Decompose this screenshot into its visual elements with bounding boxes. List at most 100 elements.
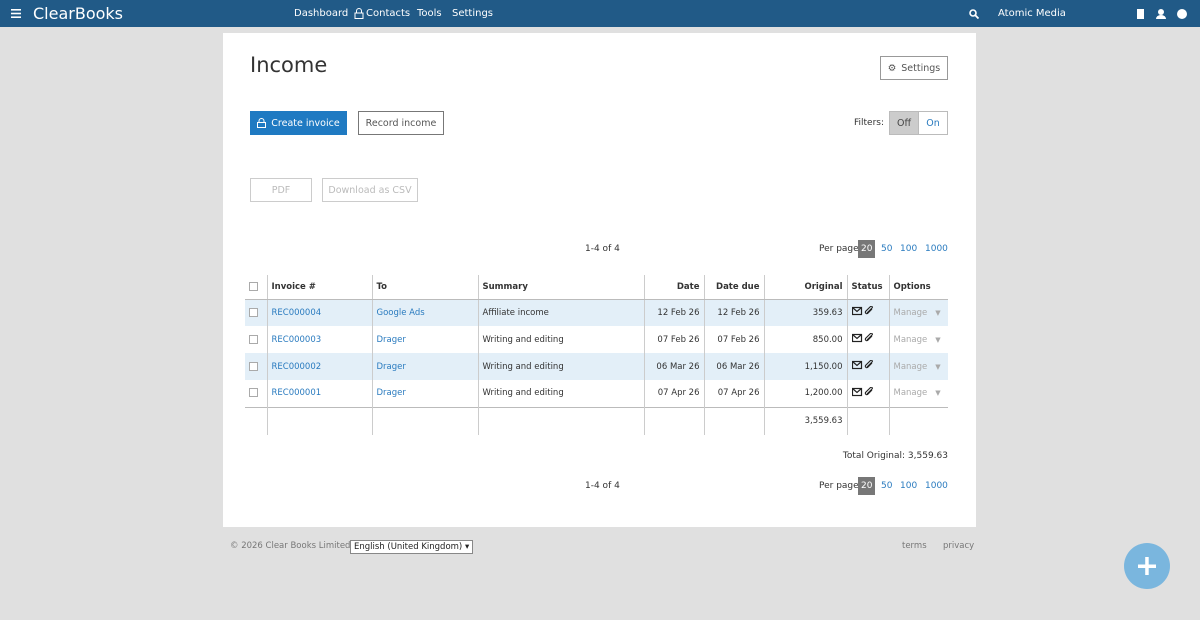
- per-page-option[interactable]: 20: [858, 477, 876, 495]
- cell-text: Writing and editing: [482, 388, 564, 399]
- cell-text: Writing and editing: [482, 361, 564, 372]
- manage-dropdown[interactable]: Manage: [893, 361, 928, 372]
- checkbox[interactable]: [249, 334, 258, 344]
- cell: REC000003: [266, 326, 372, 353]
- contact-link[interactable]: Drager: [376, 334, 406, 345]
- checkbox[interactable]: [249, 307, 258, 317]
- checkbox[interactable]: [249, 281, 258, 291]
- language-select[interactable]: English (United Kingdom) ▾: [350, 540, 474, 554]
- cell: Drager: [371, 380, 478, 407]
- manage-dropdown[interactable]: Manage: [893, 307, 928, 318]
- status-icons: [851, 332, 873, 343]
- cell: 1,200.00: [763, 380, 847, 407]
- nav-link[interactable]: Settings: [452, 8, 494, 19]
- cell: 359.63: [763, 299, 847, 326]
- manage-dropdown[interactable]: Manage: [893, 388, 928, 399]
- per-page-option[interactable]: 100: [900, 244, 918, 254]
- cell: [266, 406, 372, 435]
- total-label: Total Original: 3,559.63: [842, 451, 948, 461]
- cell-text: 07 Apr 26: [657, 388, 700, 399]
- status-cell: [846, 380, 889, 407]
- cell: 07 Feb 26: [703, 326, 764, 353]
- menu-icon[interactable]: [11, 9, 21, 18]
- filter-off[interactable]: Off: [889, 111, 919, 135]
- cell-text: 850.00: [812, 334, 843, 345]
- cell-text: 06 Mar 26: [716, 361, 760, 372]
- header-cell: Invoice #: [266, 275, 372, 300]
- nav-link[interactable]: Dashboard: [294, 8, 349, 19]
- cell: [245, 406, 267, 435]
- cell-text: 12 Feb 26: [717, 307, 760, 318]
- per-page-option[interactable]: 20: [858, 240, 876, 258]
- footer-link[interactable]: privacy: [943, 541, 975, 551]
- total-row: 3,559.63: [245, 406, 948, 435]
- pagination: 1-4 of 4 Per page: 20 50 100 1000: [223, 477, 976, 495]
- status-cell: [846, 299, 889, 326]
- top-bar: ClearBooks Dashboard Contacts Tools Sett…: [0, 0, 1200, 27]
- page-range: 1-4 of 4: [585, 481, 620, 491]
- csv-button[interactable]: Download as CSV: [322, 178, 418, 202]
- cell: 12 Feb 26: [643, 299, 704, 326]
- income-table: Invoice # To Summary Date Date due Original St…: [245, 275, 948, 435]
- cell-text: 1,150.00: [804, 361, 843, 372]
- status-icons: [851, 359, 873, 370]
- button-label: Record income: [365, 117, 437, 129]
- search-icon[interactable]: [969, 9, 979, 19]
- brand[interactable]: ClearBooks: [33, 4, 123, 23]
- contact-link[interactable]: Google Ads: [376, 307, 425, 318]
- company-name[interactable]: Atomic Media: [998, 8, 1066, 19]
- dropdown-caret: ▼: [935, 335, 941, 344]
- cell: 12 Feb 26: [703, 299, 764, 326]
- button-label: Create invoice: [271, 117, 340, 129]
- cell-text: 12 Feb 26: [657, 307, 700, 318]
- checkbox[interactable]: [249, 361, 258, 371]
- footer-link[interactable]: terms: [902, 541, 927, 551]
- user-icons[interactable]: [1136, 9, 1196, 19]
- cell: Drager: [371, 353, 478, 380]
- contact-link[interactable]: Drager: [376, 388, 406, 399]
- nav-link[interactable]: Tools: [417, 8, 442, 19]
- lock-icon: [354, 8, 364, 19]
- cell: Writing and editing: [477, 380, 644, 407]
- filters-label: Filters:: [854, 118, 885, 128]
- header-cell: Summary: [477, 275, 644, 300]
- pdf-button[interactable]: PDF: [250, 178, 312, 202]
- per-page-option[interactable]: 50: [881, 244, 893, 254]
- header-cell: [245, 275, 267, 300]
- cell: [245, 326, 267, 353]
- checkbox[interactable]: [249, 388, 258, 398]
- cell-text: Writing and editing: [482, 334, 564, 345]
- nav-link[interactable]: Contacts: [366, 8, 411, 19]
- per-page-option[interactable]: 1000: [925, 244, 948, 254]
- per-page-option[interactable]: 1000: [925, 481, 948, 491]
- invoice-link[interactable]: REC000003: [271, 334, 322, 345]
- pagination: 1-4 of 4 Per page: 20 50 100 1000: [223, 240, 976, 258]
- add-button[interactable]: [1123, 543, 1171, 591]
- invoice-link[interactable]: REC000004: [271, 307, 322, 318]
- create-invoice-button[interactable]: Create invoice: [250, 111, 347, 135]
- dropdown-caret: ▼: [935, 362, 941, 371]
- options-cell: Manage ▼: [888, 299, 948, 326]
- per-page-option[interactable]: 50: [881, 481, 893, 491]
- cell: Writing and editing: [477, 326, 644, 353]
- manage-dropdown[interactable]: Manage: [893, 334, 928, 345]
- status-icons: [851, 305, 873, 316]
- table-row: REC000003 Drager Writing and editing 07 Feb…: [245, 326, 948, 353]
- per-page-option[interactable]: 100: [900, 481, 918, 491]
- filter-on[interactable]: On: [918, 111, 948, 135]
- button-label: PDF: [271, 184, 291, 196]
- status-icons: [851, 386, 873, 396]
- cell-text: 07 Feb 26: [657, 334, 700, 345]
- status-cell: [846, 326, 889, 353]
- invoice-link[interactable]: REC000002: [271, 361, 322, 372]
- invoice-link[interactable]: REC000001: [271, 388, 322, 399]
- contact-link[interactable]: Drager: [376, 361, 406, 372]
- header-row: Invoice # To Summary Date Date due Original St…: [245, 275, 948, 300]
- settings-button[interactable]: ⚙ Settings: [880, 56, 948, 80]
- cell: Drager: [371, 326, 478, 353]
- cell-text: 06 Mar 26: [656, 361, 700, 372]
- dropdown-caret: ▼: [935, 389, 941, 398]
- header-cell: Options: [888, 275, 948, 300]
- record-income-button[interactable]: Record income: [358, 111, 444, 135]
